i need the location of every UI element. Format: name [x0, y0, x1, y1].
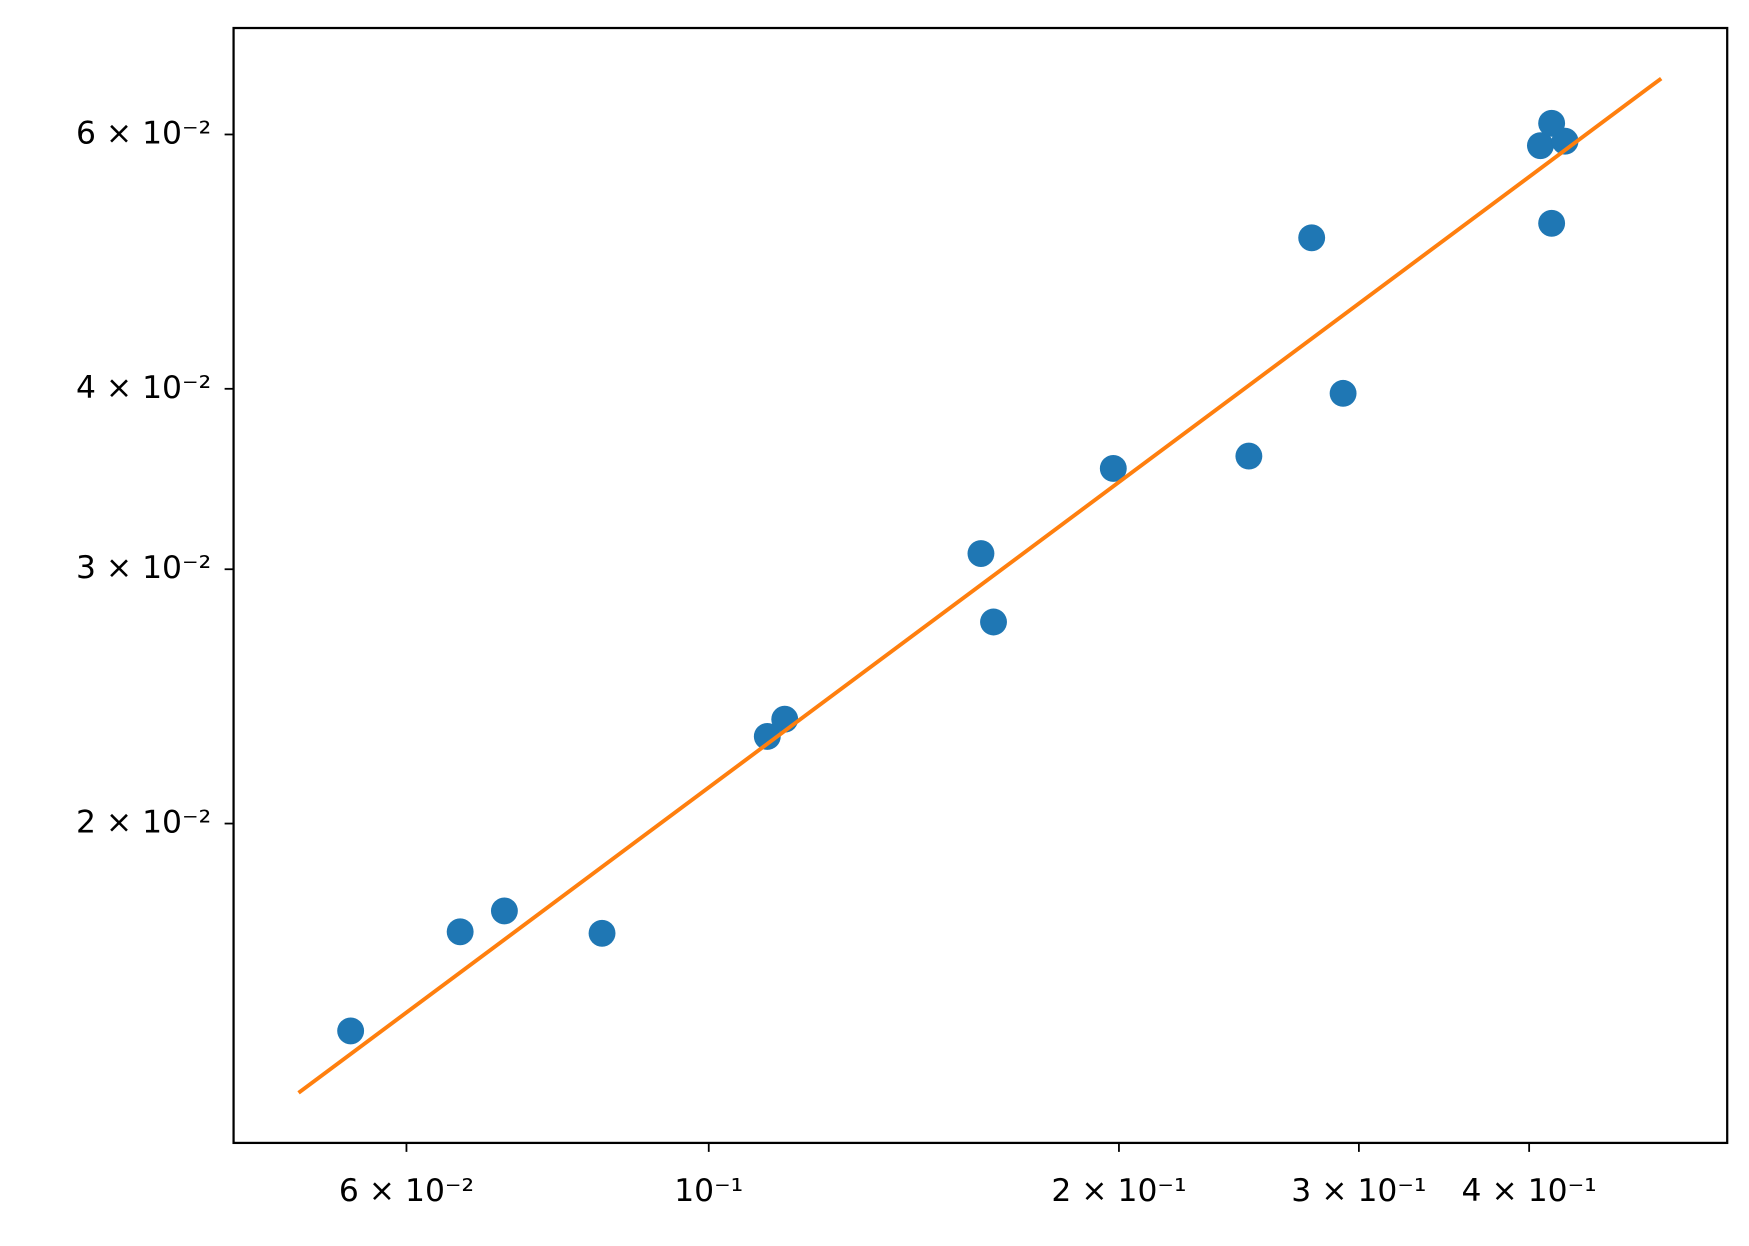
point	[753, 722, 781, 750]
x-tick-label: 3 × 10⁻¹	[1291, 1173, 1426, 1209]
y-tick-label: 6 × 10⁻²	[76, 115, 211, 151]
point	[1551, 127, 1579, 155]
point	[1298, 224, 1326, 252]
y-tick-label: 2 × 10⁻²	[76, 805, 211, 841]
point	[588, 919, 616, 947]
fit-line	[297, 76, 1663, 1095]
point	[446, 918, 474, 946]
x-tick-label: 10⁻¹	[674, 1173, 743, 1209]
point	[1235, 442, 1263, 470]
point	[1099, 454, 1127, 482]
point	[1526, 132, 1554, 160]
x-tick-label: 4 × 10⁻¹	[1462, 1173, 1597, 1209]
y-tick-label: 3 × 10⁻²	[76, 550, 211, 586]
point	[1329, 379, 1357, 407]
plot-frame	[232, 26, 1729, 1145]
point	[980, 608, 1007, 636]
x-tick-label: 6 × 10⁻²	[339, 1173, 474, 1209]
point	[490, 897, 518, 925]
point	[1538, 209, 1566, 237]
x-tick-label: 2 × 10⁻¹	[1051, 1173, 1186, 1209]
point	[967, 540, 995, 567]
y-tick-label: 4 × 10⁻²	[76, 370, 211, 406]
point	[337, 1017, 365, 1045]
